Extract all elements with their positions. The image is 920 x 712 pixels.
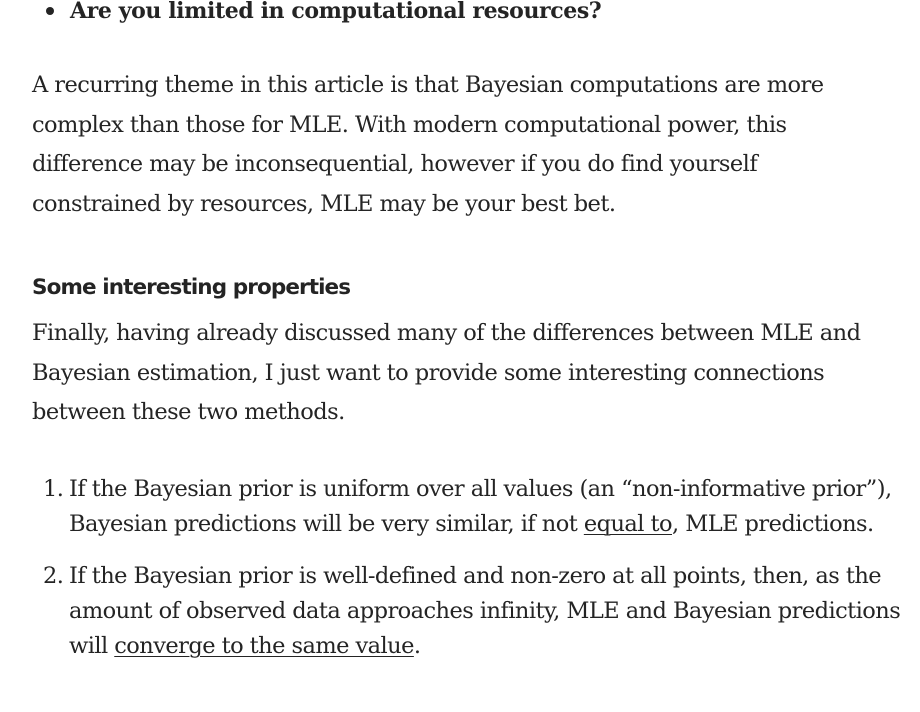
equal-to-link[interactable]: equal to [583,511,673,537]
list-item-text-after: , MLE predictions. [672,511,874,537]
list-item-text: If the Bayesian prior is well-defined an… [69,563,901,659]
section-heading: Some interesting properties [32,275,351,300]
list-item: 1. If the Bayesian prior is uniform over… [32,472,902,542]
paragraph: A recurring theme in this article is tha… [32,72,824,217]
list-item-number: 2. [43,563,64,589]
bullet-item-text: Are you limited in computational resourc… [70,0,602,24]
bullet-item: Are you limited in computational resourc… [44,0,844,28]
paragraph: Finally, having already discussed many o… [32,320,861,425]
list-item: 2. If the Bayesian prior is well-defined… [32,559,902,664]
list-item-text-after: . [413,633,421,659]
list-item-text-before: If the Bayesian prior is well-defined an… [69,563,901,659]
bullet-list: Are you limited in computational resourc… [44,0,844,28]
ordered-list: 1. If the Bayesian prior is uniform over… [32,472,902,681]
list-item-text-before: If the Bayesian prior is uniform over al… [69,476,892,537]
list-item-text: If the Bayesian prior is uniform over al… [69,476,892,537]
list-item-number: 1. [43,476,64,502]
bullet-dot-icon [46,7,54,15]
converge-link[interactable]: converge to the same value [114,633,414,659]
